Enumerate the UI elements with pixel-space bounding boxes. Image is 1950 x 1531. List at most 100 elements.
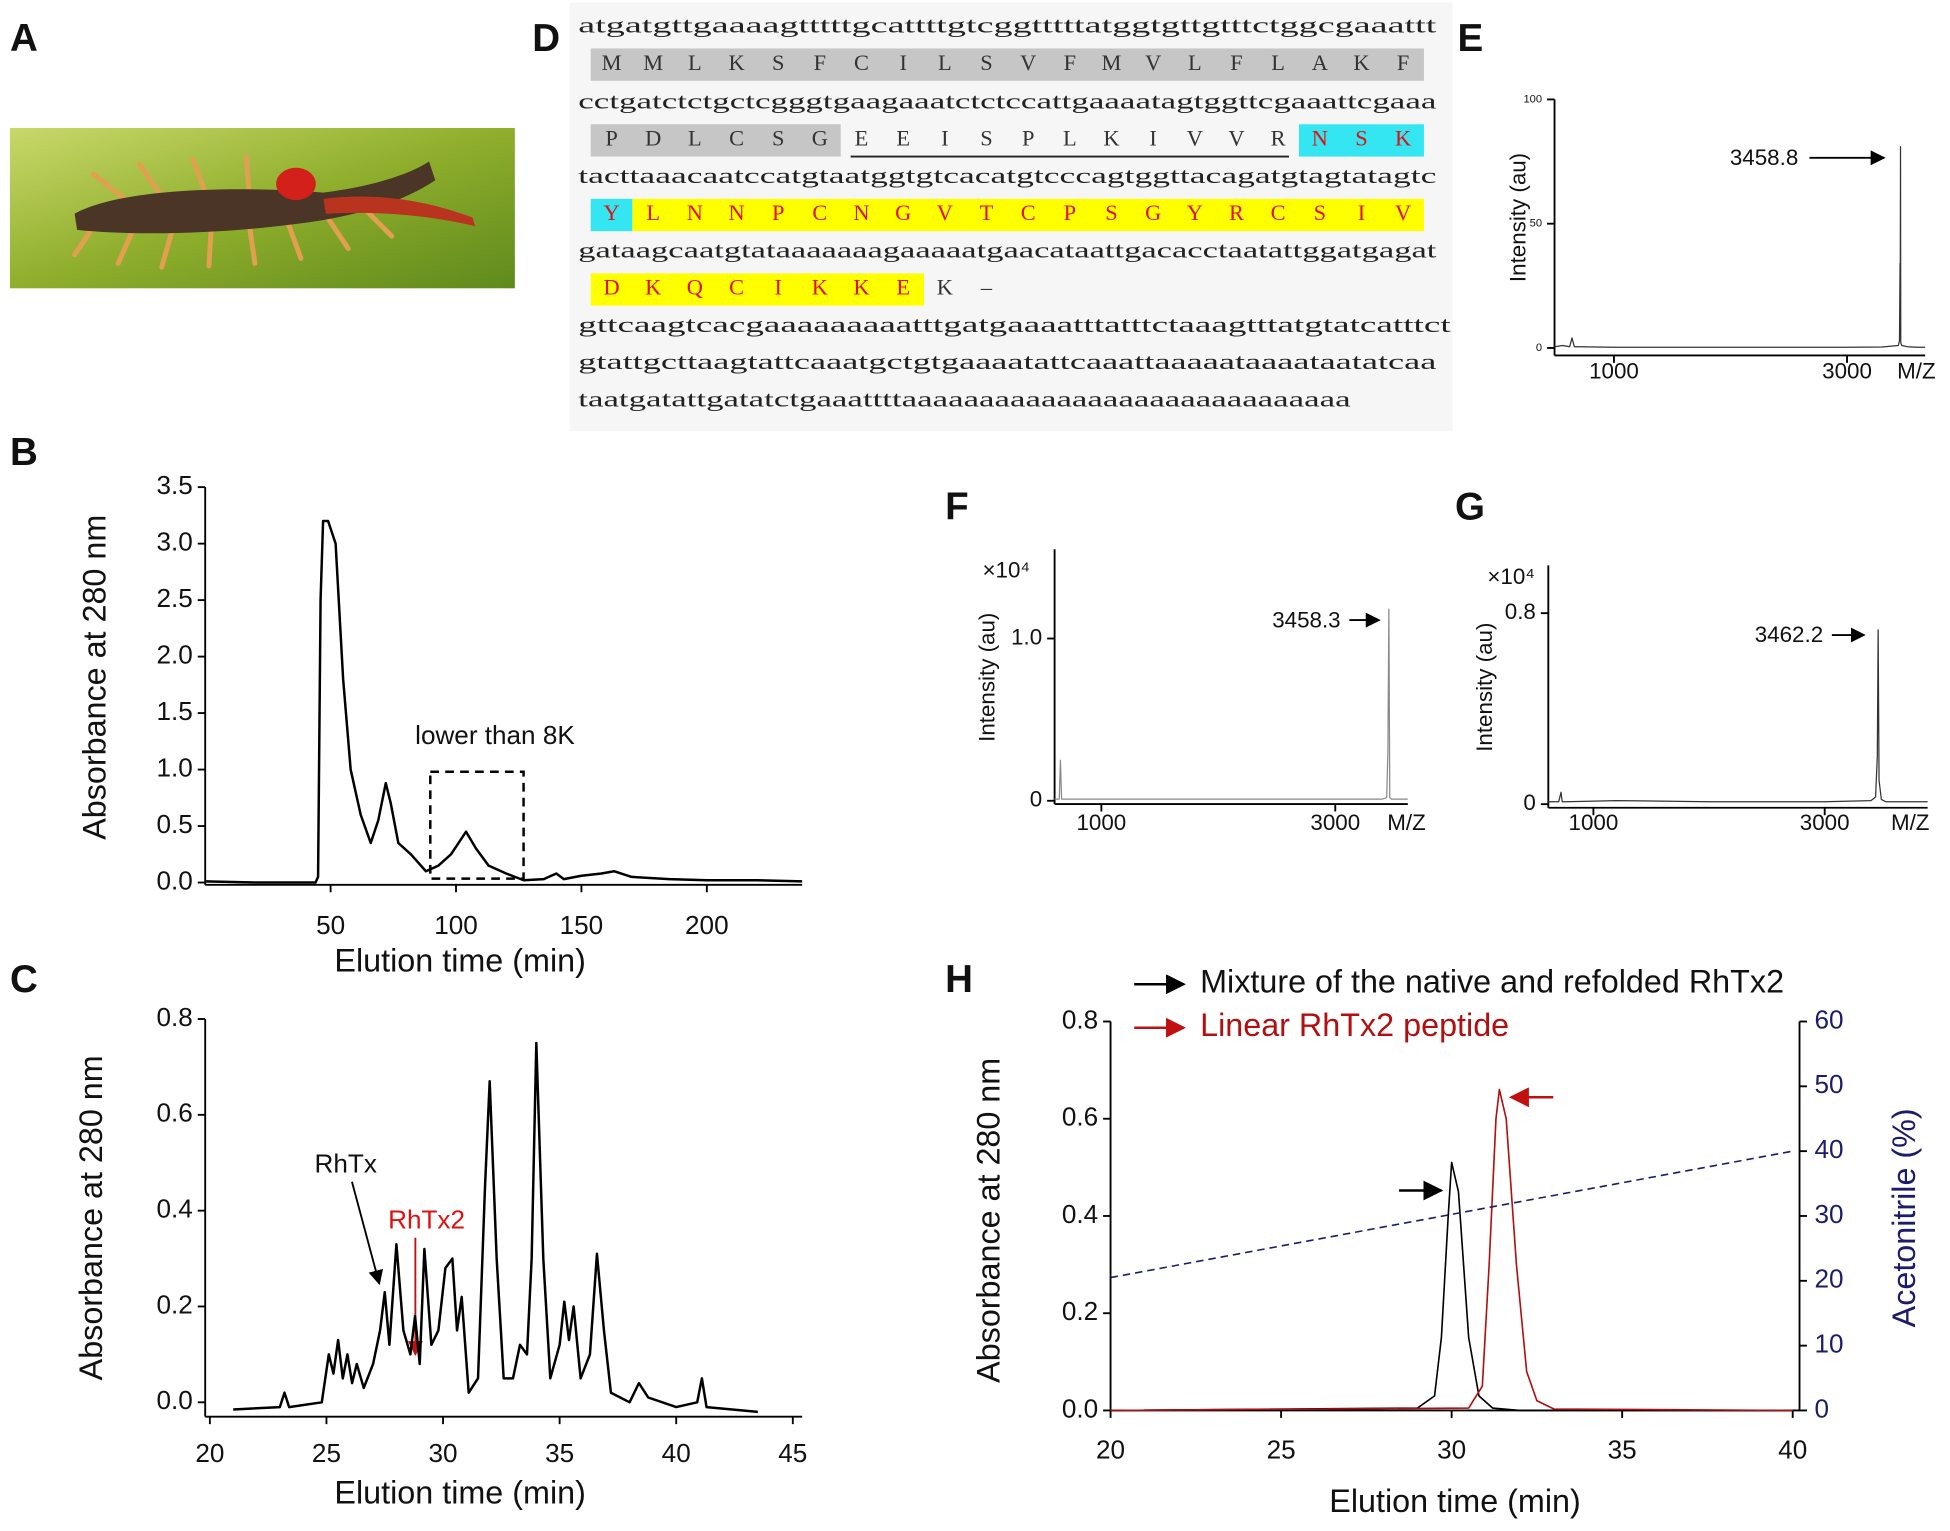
panel-label: B xyxy=(10,431,38,474)
protein-sequence: NSK xyxy=(1312,126,1411,151)
x-tick-label: 35 xyxy=(1608,1434,1637,1464)
y-tick-label: 0 xyxy=(1536,342,1542,354)
dna-sequence: gtattgcttaagtattcaaatgctgtgaaaatattcaaat… xyxy=(578,349,1436,374)
dna-sequence: taatgatattgatatctgaaattttaaaaaaaaaaaaaaa… xyxy=(578,387,1350,412)
y-tick-label: 0.8 xyxy=(1505,599,1536,624)
y2-tick-label: 50 xyxy=(1814,1069,1843,1099)
y-tick-label: 0.0 xyxy=(156,1385,192,1415)
y-tick-label: 0 xyxy=(1523,790,1535,815)
y-tick-label: 1.0 xyxy=(1011,624,1042,649)
y-axis-title: Absorbance at 280 nm xyxy=(77,515,113,840)
y-axis-title: Absorbance at 280 nm xyxy=(73,1055,109,1380)
x-tick-label: 30 xyxy=(1437,1434,1466,1464)
x-tick-label: 20 xyxy=(195,1438,224,1468)
legend-entry: Mixture of the native and refolded RhTx2 xyxy=(1200,964,1784,1000)
chart: 0.0 0.5 1.0 1.5 2.0 2.5 3.0 3.5 50 100 150 200 xyxy=(156,470,803,940)
panel-label: D xyxy=(532,17,560,60)
y-tick-label: 0 xyxy=(1030,787,1042,812)
x-tick-label: 3000 xyxy=(1310,810,1360,835)
residue-highlight xyxy=(590,124,841,157)
trace xyxy=(1054,608,1408,800)
panel-label: A xyxy=(10,17,38,60)
x-tick-label: 50 xyxy=(316,910,345,940)
annotation: 3462.2 xyxy=(1755,622,1823,647)
residue-highlight xyxy=(590,48,1424,81)
trace xyxy=(1110,1161,1793,1412)
trace xyxy=(1548,629,1928,803)
y2-tick-label: 0 xyxy=(1814,1393,1829,1423)
y-tick-label: 0.0 xyxy=(1062,1393,1098,1423)
chart: 0.0 0.2 0.4 0.6 0.8 20 25 30 35 40 45 xyxy=(156,1002,807,1468)
trace xyxy=(233,1041,758,1414)
y-tick-label: 0.0 xyxy=(156,865,192,895)
x-tick-label: 1000 xyxy=(1569,810,1619,835)
y2-tick-label: 60 xyxy=(1814,1004,1843,1034)
residue-highlight xyxy=(590,273,925,306)
y2-axis-title: Acetonitrile (%) xyxy=(1886,1108,1922,1327)
annotation: RhTx2 xyxy=(388,1204,465,1234)
dna-sequence: gataagcaatgtataaaaaaagaaaaatgaacataattga… xyxy=(578,237,1437,262)
sequence: atgatgttgaaaagtttttgcattttgtcggtttttatgg… xyxy=(578,12,1452,411)
x-axis-title: M/Z xyxy=(1891,810,1930,835)
annotation-arrow xyxy=(351,1181,384,1286)
trace xyxy=(1110,1088,1793,1412)
panel-label: G xyxy=(1455,486,1485,529)
x-axis-title: M/Z xyxy=(1387,810,1426,835)
x-tick-label: 30 xyxy=(429,1438,458,1468)
x-tick-label: 45 xyxy=(778,1438,807,1468)
annotation: RhTx xyxy=(315,1149,377,1179)
trace xyxy=(205,519,803,884)
protein-sequence: LNNPCNGVTCPSGYRCSIV xyxy=(646,200,1411,225)
x-tick-label: 100 xyxy=(434,910,478,940)
x-tick-label: 40 xyxy=(1778,1434,1807,1464)
y-axis-title: Absorbance at 280 nm xyxy=(971,1058,1007,1383)
annotation: lower than 8K xyxy=(415,720,575,750)
x-tick-label: 3000 xyxy=(1822,359,1872,384)
y-tick-label: 0.8 xyxy=(156,1002,192,1032)
x-tick-label: 25 xyxy=(312,1438,341,1468)
y-axis-title: Intensity (au) xyxy=(1472,623,1497,752)
chart: 0 1.0 1000 3000 xyxy=(1011,549,1408,835)
panel-label: H xyxy=(945,958,973,1001)
y2-tick-label: 10 xyxy=(1814,1329,1843,1359)
y-multiplier: ×10⁴ xyxy=(1487,564,1535,589)
y-tick-label: 1.0 xyxy=(156,752,192,782)
x-tick-label: 1000 xyxy=(1076,810,1126,835)
x-tick-label: 1000 xyxy=(1589,359,1639,384)
x-tick-label: 40 xyxy=(662,1438,691,1468)
trace xyxy=(1110,1150,1793,1279)
y-tick-label: 0.4 xyxy=(156,1194,192,1224)
x-tick-label: 35 xyxy=(545,1438,574,1468)
y2-tick-label: 30 xyxy=(1814,1199,1843,1229)
residue-highlight xyxy=(590,198,633,232)
y-tick-label: 0.4 xyxy=(1062,1199,1098,1229)
y2-tick-label: 40 xyxy=(1814,1134,1843,1164)
y-tick-label: 2.0 xyxy=(156,639,192,669)
chart: 0 0.8 1000 3000 xyxy=(1505,565,1928,835)
x-axis-title: Elution time (min) xyxy=(334,943,585,979)
y-multiplier: ×10⁴ xyxy=(982,558,1030,583)
y-tick-label: 3.0 xyxy=(156,527,192,557)
y-tick-label: 50 xyxy=(1530,218,1542,230)
annotation: 3458.3 xyxy=(1272,607,1340,632)
panel-label: C xyxy=(10,958,38,1001)
x-tick-label: 20 xyxy=(1096,1434,1125,1464)
x-tick-label: 25 xyxy=(1267,1434,1296,1464)
highlight-box xyxy=(429,770,525,880)
y-tick-label: 0.8 xyxy=(1062,1004,1098,1034)
annotation: 3458.8 xyxy=(1730,145,1798,170)
trace xyxy=(1554,146,1926,348)
residue-highlight xyxy=(1298,124,1424,157)
y-tick-label: 100 xyxy=(1523,93,1542,105)
residue-highlight xyxy=(632,198,1424,232)
legend-entry: Linear RhTx2 peptide xyxy=(1200,1007,1509,1043)
dna-sequence: cctgatctctgctcgggtgaagaaatctctccattgaaaa… xyxy=(578,88,1436,113)
x-tick-label: 3000 xyxy=(1800,810,1850,835)
x-axis-title: Elution time (min) xyxy=(1329,1483,1580,1519)
y2-tick-label: 20 xyxy=(1814,1264,1843,1294)
dna-sequence: atgatgttgaaaagtttttgcattttgtcggtttttatgg… xyxy=(578,12,1437,37)
dna-sequence: tacttaaacaatccatgtaatggtgtcacatgtcccagtg… xyxy=(578,163,1436,188)
